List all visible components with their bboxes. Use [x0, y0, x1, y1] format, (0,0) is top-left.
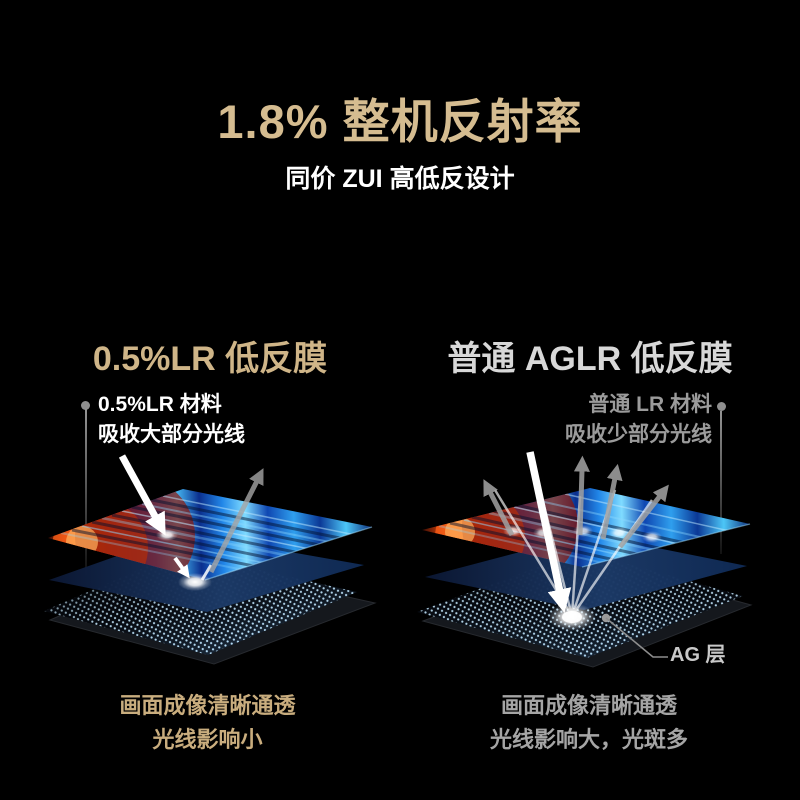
callout-dot [81, 401, 90, 410]
page-subtitle: 同价 ZUI 高低反设计 [285, 165, 515, 193]
lr-film-heading: 0.5%LR 低反膜 [92, 340, 328, 378]
lr-film-annotation: 0.5%LR 材料 吸收大部分光线 [98, 390, 245, 450]
aglr-film-annotation: 普通 LR 材料 吸收少部分光线 [400, 390, 712, 450]
lr-film-caption: 画面成像清晰通透 光线影响小 [10, 689, 405, 757]
annotation-line-2: 吸收少部分光线 [565, 423, 712, 446]
page-title: 1.8% 整机反射率 [217, 95, 583, 148]
light-spot-glows [503, 525, 662, 543]
scatter-point-core [562, 611, 582, 623]
aglr-film-illustration [417, 451, 753, 668]
aglr-film-heading: 普通 AGLR 低反膜 [447, 340, 733, 378]
lr-film-illustration [44, 454, 377, 665]
caption-line-2: 光线影响小 [152, 727, 263, 752]
caption-line-1: 画面成像清晰通透 [500, 693, 677, 718]
transmitted-light-arrow [173, 556, 190, 579]
incident-light-arrow [526, 451, 572, 614]
aglr-film-caption: 画面成像清晰通透 光线影响大，光斑多 [400, 689, 778, 757]
ag-layer-label: AG 层 [670, 644, 726, 666]
caption-line-2: 光线影响大，光斑多 [489, 727, 688, 752]
reflected-ray-segment [200, 564, 213, 581]
caption-line-1: 画面成像清晰通透 [119, 693, 296, 718]
annotation-line-1: 普通 LR 材料 [588, 393, 712, 416]
callout-line [720, 411, 722, 554]
reflected-light-arrow [208, 468, 264, 574]
annotation-line-2: 吸收大部分光线 [98, 423, 245, 446]
callout-dot [717, 402, 726, 411]
annotation-line-1: 0.5%LR 材料 [98, 393, 222, 416]
incident-light-arrow [118, 454, 166, 536]
scattered-light-arrows [483, 455, 669, 549]
ag-callout-line [605, 617, 668, 658]
callout-line [85, 409, 87, 575]
